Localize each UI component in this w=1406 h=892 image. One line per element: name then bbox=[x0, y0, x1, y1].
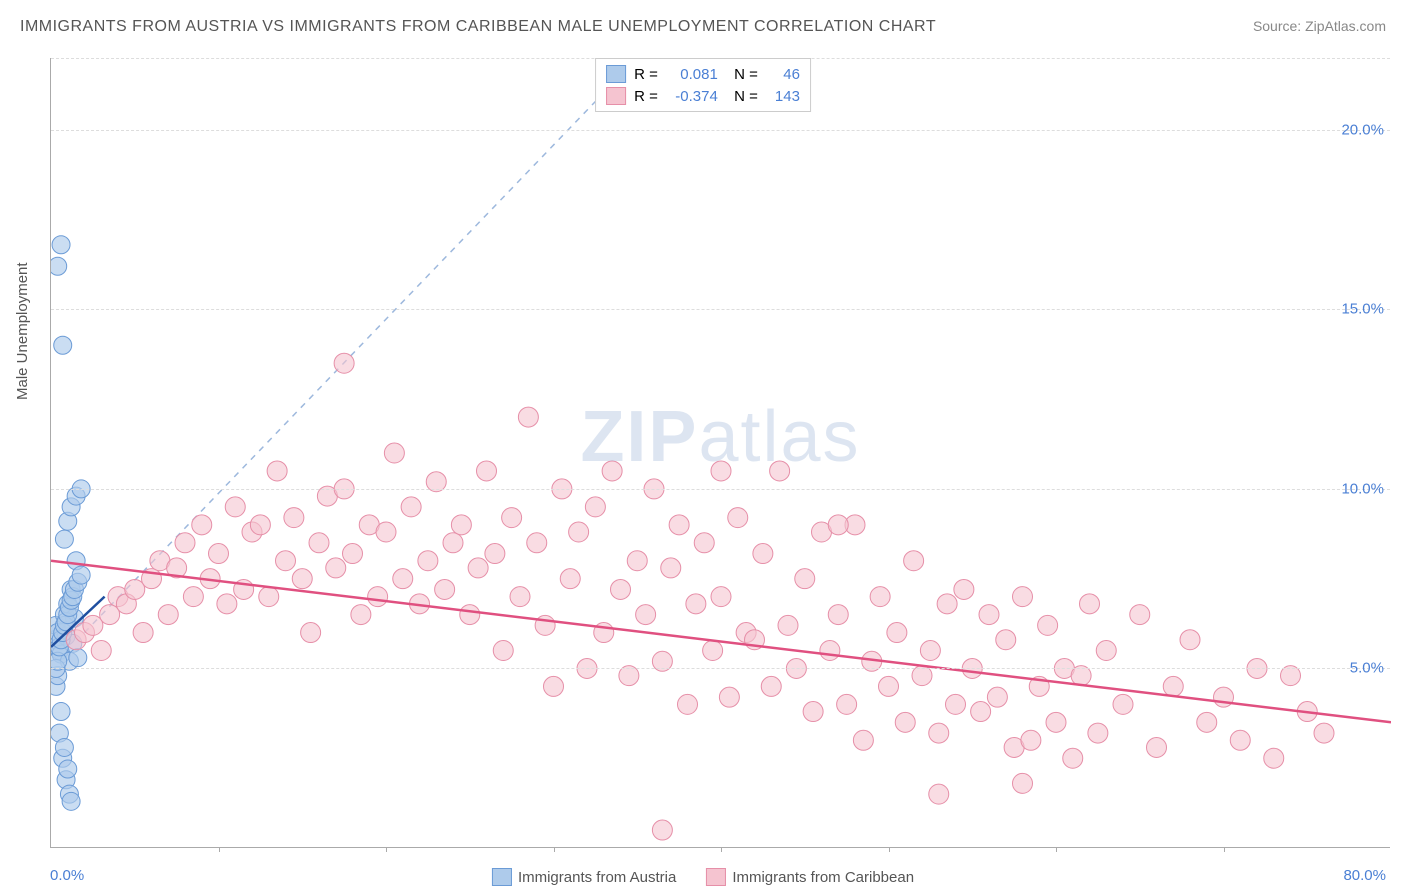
x-tick bbox=[1056, 847, 1057, 852]
y-tick-label: 20.0% bbox=[1341, 121, 1384, 138]
x-tick bbox=[386, 847, 387, 852]
legend-series-item: Immigrants from Austria bbox=[492, 868, 676, 886]
y-axis-label: Male Unemployment bbox=[14, 262, 31, 400]
x-tick bbox=[554, 847, 555, 852]
legend-stat-row: R = -0.374 N = 143 bbox=[606, 85, 800, 107]
legend-series-label: Immigrants from Caribbean bbox=[732, 869, 914, 886]
legend-r-value: 0.081 bbox=[666, 66, 718, 83]
legend-stat-row: R = 0.081 N = 46 bbox=[606, 63, 800, 85]
legend-swatch bbox=[706, 868, 726, 886]
legend-stats: R = 0.081 N = 46 R = -0.374 N = 143 bbox=[595, 58, 811, 112]
legend-swatch bbox=[492, 868, 512, 886]
y-tick-label: 15.0% bbox=[1341, 301, 1384, 318]
legend-series: Immigrants from Austria Immigrants from C… bbox=[492, 868, 914, 886]
y-tick-label: 5.0% bbox=[1350, 660, 1384, 677]
legend-swatch bbox=[606, 87, 626, 105]
y-tick-label: 10.0% bbox=[1341, 480, 1384, 497]
chart-svg bbox=[51, 58, 1391, 848]
legend-r-value: -0.374 bbox=[666, 88, 718, 105]
x-axis-min-label: 0.0% bbox=[50, 867, 84, 884]
x-tick bbox=[1224, 847, 1225, 852]
legend-n-label: N = bbox=[726, 88, 758, 105]
chart-title: IMMIGRANTS FROM AUSTRIA VS IMMIGRANTS FR… bbox=[20, 18, 936, 36]
chart-container: IMMIGRANTS FROM AUSTRIA VS IMMIGRANTS FR… bbox=[0, 0, 1406, 892]
legend-r-label: R = bbox=[634, 66, 658, 83]
legend-r-label: R = bbox=[634, 88, 658, 105]
gridline bbox=[51, 309, 1390, 310]
legend-n-value: 143 bbox=[766, 88, 800, 105]
legend-series-label: Immigrants from Austria bbox=[518, 869, 676, 886]
gridline bbox=[51, 668, 1390, 669]
plot-area: ZIPatlas 5.0%10.0%15.0%20.0% bbox=[50, 58, 1390, 848]
legend-n-label: N = bbox=[726, 66, 758, 83]
gridline bbox=[51, 130, 1390, 131]
legend-n-value: 46 bbox=[766, 66, 800, 83]
legend-swatch bbox=[606, 65, 626, 83]
gridline bbox=[51, 489, 1390, 490]
source-label: Source: ZipAtlas.com bbox=[1253, 18, 1386, 34]
x-tick bbox=[721, 847, 722, 852]
x-tick bbox=[219, 847, 220, 852]
legend-series-item: Immigrants from Caribbean bbox=[706, 868, 914, 886]
x-tick bbox=[889, 847, 890, 852]
x-axis-max-label: 80.0% bbox=[1343, 867, 1386, 884]
